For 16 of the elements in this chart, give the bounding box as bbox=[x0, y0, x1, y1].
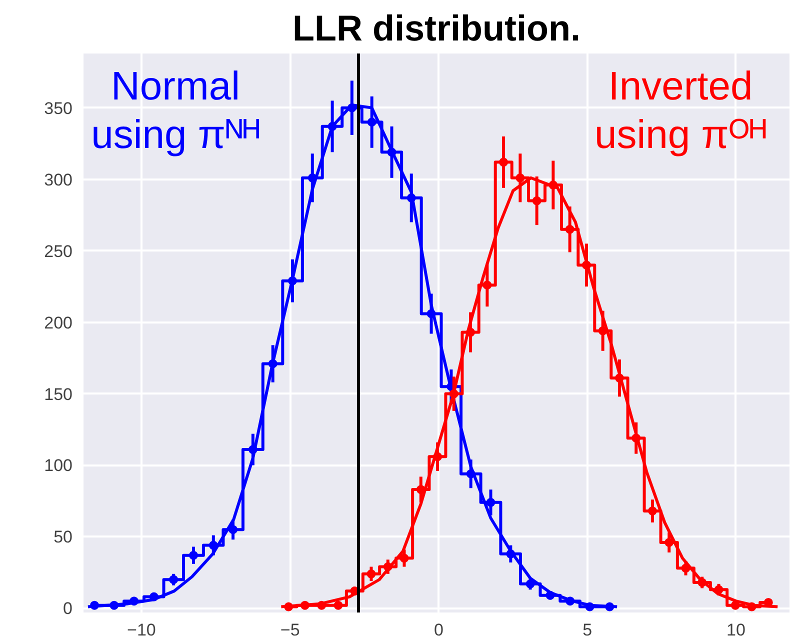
y-tick-label: 200 bbox=[44, 313, 73, 332]
y-tick-label: 100 bbox=[44, 456, 73, 476]
chart-title: LLR distribution. bbox=[292, 8, 580, 48]
y-tick-label: 150 bbox=[44, 384, 73, 404]
x-tick-label: 5 bbox=[582, 620, 592, 640]
y-tick-label: 0 bbox=[63, 599, 73, 618]
x-tick-label: −5 bbox=[280, 620, 300, 640]
x-tick-label: 0 bbox=[434, 620, 444, 640]
series-label: Normal using πᴺᴴ bbox=[91, 64, 260, 157]
series-label: Inverted using πᴼᴴ bbox=[594, 64, 766, 157]
x-tick-label: −10 bbox=[127, 620, 156, 640]
x-tick-label: 10 bbox=[726, 620, 746, 640]
y-tick-label: 350 bbox=[44, 98, 73, 118]
y-tick-label: 250 bbox=[44, 242, 73, 261]
y-tick-label: 300 bbox=[44, 170, 73, 190]
y-tick-label: 50 bbox=[54, 528, 73, 547]
